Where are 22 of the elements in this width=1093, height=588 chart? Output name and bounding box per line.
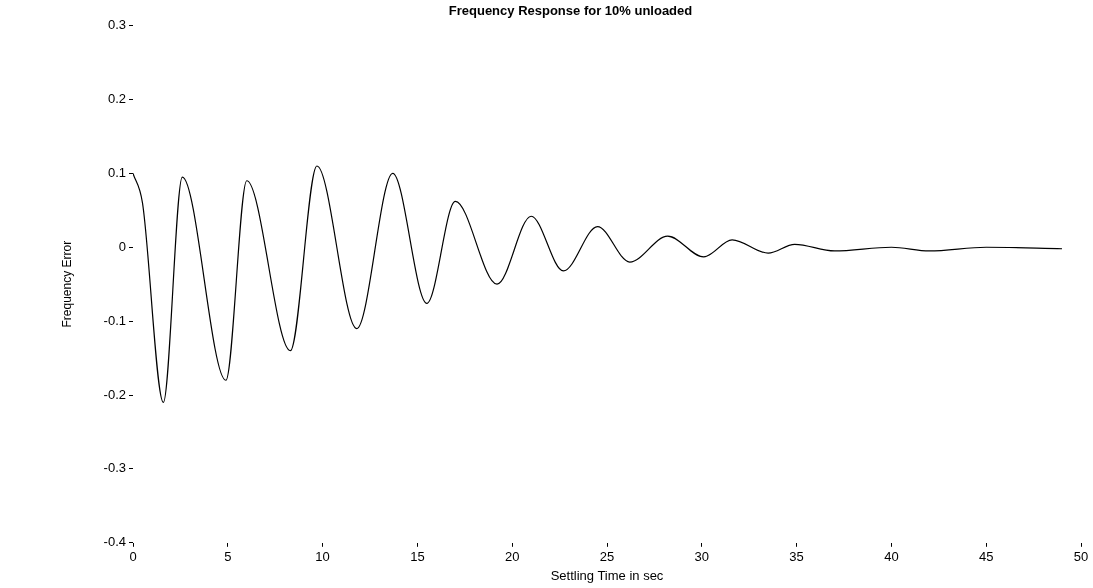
x-axis-title: Settling Time in sec — [550, 567, 664, 583]
y-tick-label: -0.2 — [103, 386, 126, 402]
y-tick-label: 0.1 — [107, 164, 126, 180]
x-tick-label: 20 — [504, 549, 520, 565]
y-tick-label: -0.4 — [103, 534, 126, 550]
x-tick-label: 40 — [884, 549, 899, 565]
y-tick-label: -0.1 — [103, 312, 126, 328]
x-tick-label: 50 — [1073, 549, 1089, 565]
x-tick-label: 35 — [789, 549, 804, 565]
x-tick-label: 5 — [224, 549, 232, 565]
x-tick-label: 0 — [129, 549, 137, 565]
chart-title: Frequency Response for 10% unloaded — [448, 3, 693, 19]
x-tick-label: 25 — [599, 549, 615, 565]
y-tick-label: 0.3 — [107, 17, 126, 33]
y-tick-label: -0.3 — [103, 460, 126, 476]
x-tick-label: 10 — [315, 549, 330, 565]
y-tick-label: 0 — [118, 238, 126, 254]
y-axis-title: Frequency Error — [59, 240, 74, 328]
x-tick-label: 15 — [410, 549, 425, 565]
y-tick-label: 0.2 — [107, 91, 126, 107]
x-tick-label: 30 — [694, 549, 710, 565]
x-tick-label: 45 — [978, 549, 994, 565]
